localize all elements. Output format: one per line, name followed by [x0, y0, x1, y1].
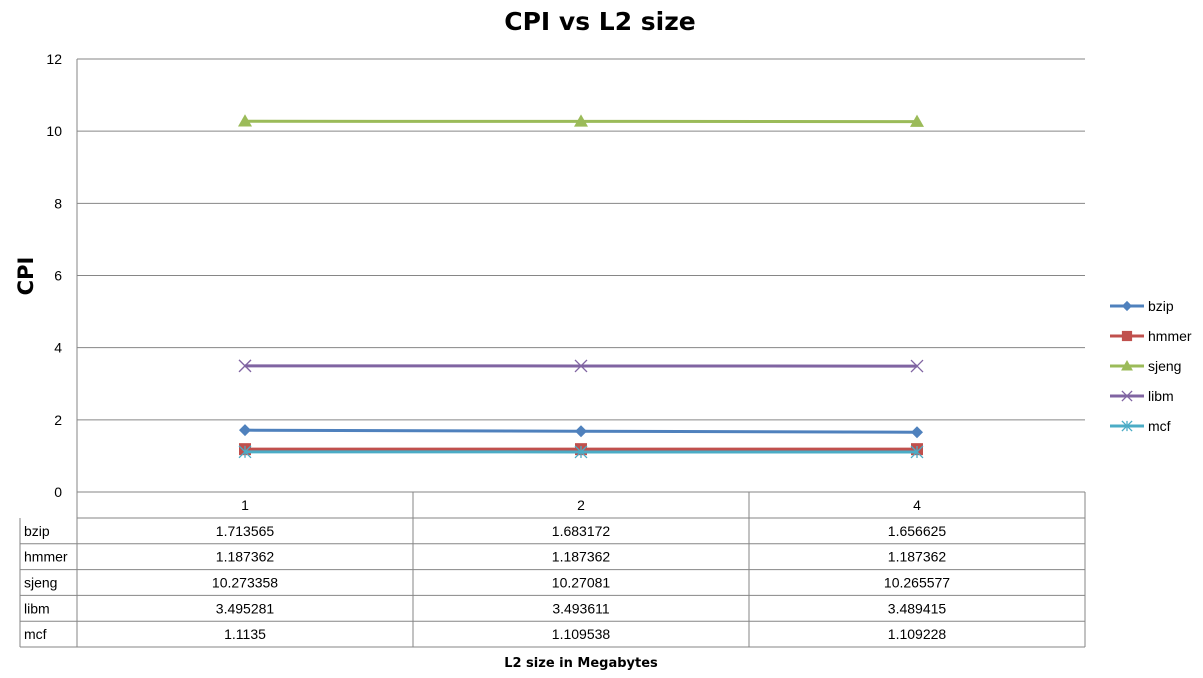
- table-cell: 3.489415: [888, 600, 947, 616]
- marker-x: [1121, 390, 1133, 402]
- table-row-label: bzip: [24, 523, 50, 539]
- marker-x: [910, 359, 924, 373]
- table-cell: 1.109228: [888, 626, 947, 642]
- legend-item-libm: libm: [1110, 388, 1174, 404]
- marker-triangle: [910, 114, 924, 127]
- table-cell: 1.187362: [888, 549, 947, 565]
- y-tick-label: 0: [54, 484, 62, 500]
- marker-star: [1121, 420, 1133, 432]
- marker-star: [238, 445, 252, 459]
- table-row-label: mcf: [24, 626, 47, 642]
- legend-label: mcf: [1148, 418, 1171, 434]
- table-row-label: hmmer: [24, 549, 68, 565]
- series-mcf: [238, 445, 924, 459]
- y-tick-label: 8: [54, 195, 62, 211]
- x-tick-label: 2: [577, 497, 585, 513]
- marker-x-stroke: [238, 359, 252, 373]
- marker-diamond: [1121, 300, 1133, 312]
- table-cell: 1.656625: [888, 523, 947, 539]
- y-tick-label: 2: [54, 412, 62, 428]
- y-tick-label: 10: [46, 123, 62, 139]
- legend-label: sjeng: [1148, 358, 1181, 374]
- marker-triangle: [1121, 360, 1133, 371]
- marker-triangle: [238, 114, 252, 127]
- legend-item-mcf: mcf: [1110, 418, 1171, 434]
- gridlines: [76, 58, 1085, 493]
- table-cell: 10.27081: [552, 575, 611, 591]
- x-axis-label: L2 size in Megabytes: [504, 656, 658, 671]
- table-row-label: libm: [24, 600, 50, 616]
- marker-star: [574, 445, 588, 459]
- x-tick-label: 1: [241, 497, 249, 513]
- data-table: 1 2 4 bzip 1.713565 1.683172 1.656625 hmmer 1.18…: [19, 492, 1086, 648]
- table-cell: 1.683172: [552, 523, 611, 539]
- table-cell: 3.495281: [216, 600, 275, 616]
- table-cell: 1.1135: [224, 626, 266, 642]
- series-sjeng: [238, 114, 924, 127]
- table-cell: 1.187362: [552, 549, 611, 565]
- marker-x-stroke: [910, 359, 924, 373]
- chart-title: CPI vs L2 size: [504, 7, 696, 36]
- table-cell: 1.713565: [216, 523, 275, 539]
- series-bzip: [239, 424, 923, 439]
- series-libm: [238, 359, 924, 373]
- y-axis-ticks: 0 2 4 6 8 10 12: [46, 51, 62, 500]
- legend-item-hmmer: hmmer: [1110, 328, 1192, 344]
- marker-star: [910, 445, 924, 459]
- marker-x-stroke: [1121, 390, 1133, 402]
- marker-x: [574, 359, 588, 373]
- marker-diamond: [911, 426, 923, 439]
- marker-square: [1121, 330, 1133, 342]
- series-layer: [238, 114, 924, 459]
- y-tick-label: 4: [54, 340, 62, 356]
- legend-label: libm: [1148, 388, 1174, 404]
- table-cell: 10.273358: [212, 575, 278, 591]
- marker-triangle: [574, 114, 588, 127]
- legend: bzip hmmer sjeng libm mcf: [1110, 298, 1192, 434]
- table-cell: 10.265577: [884, 575, 950, 591]
- marker-x-stroke: [574, 359, 588, 373]
- legend-item-sjeng: sjeng: [1110, 358, 1181, 374]
- marker-diamond: [239, 424, 251, 437]
- table-cell: 1.109538: [552, 626, 611, 642]
- y-tick-label: 6: [54, 268, 62, 284]
- legend-label: hmmer: [1148, 328, 1192, 344]
- x-tick-label: 4: [913, 497, 921, 513]
- table-cell: 1.187362: [216, 549, 275, 565]
- table-cell: 3.493611: [552, 600, 610, 616]
- marker-x: [238, 359, 252, 373]
- marker-diamond: [575, 425, 587, 438]
- legend-label: bzip: [1148, 298, 1174, 314]
- table-row-label: sjeng: [24, 575, 57, 591]
- legend-item-bzip: bzip: [1110, 298, 1174, 314]
- y-tick-label: 12: [46, 51, 62, 67]
- y-axis-label: CPI: [14, 257, 38, 296]
